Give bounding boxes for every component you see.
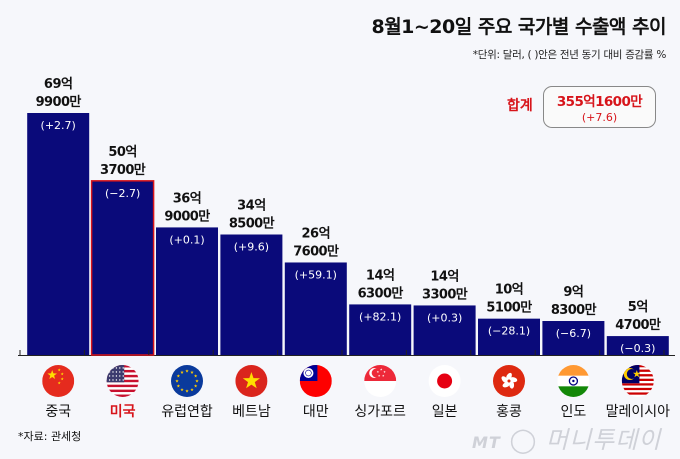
bar-1 <box>90 180 155 356</box>
value-label-bottom: 7600만 <box>293 243 339 259</box>
value-label-top: 5억 <box>628 300 648 315</box>
total-value: 355억1600만 <box>556 94 643 110</box>
value-label-bottom: 9000만 <box>164 208 210 224</box>
total-change: (+7.6) <box>581 111 618 124</box>
total-label: 합계 <box>507 98 533 114</box>
value-label-top: 14억 <box>430 269 459 284</box>
value-label-top: 34억 <box>237 199 266 214</box>
bar-2 <box>156 227 218 355</box>
category-label: 중국 <box>45 404 71 420</box>
logo-text: 머니투데이 <box>545 426 662 454</box>
value-label-top: 14억 <box>366 268 395 283</box>
change-label: (+0.1) <box>169 233 204 246</box>
value-label-bottom: 9900만 <box>36 94 82 110</box>
category-label: 일본 <box>432 404 458 420</box>
change-label: (+59.1) <box>295 268 337 281</box>
change-label: (−28.1) <box>488 325 530 338</box>
category-label: 유럽연합 <box>161 404 213 420</box>
bar-3 <box>220 234 283 355</box>
logo-mt: MT <box>472 433 501 452</box>
value-label-bottom: 4700만 <box>615 317 661 333</box>
bar-8 <box>542 321 605 355</box>
singapore-flag-icon <box>364 365 397 397</box>
category-label: 베트남 <box>232 404 271 420</box>
value-label-bottom: 3300만 <box>422 286 468 302</box>
change-label: (−0.3) <box>620 342 655 355</box>
change-label: (+82.1) <box>359 310 401 323</box>
category-label: 말레이시아 <box>606 404 671 420</box>
bar-9 <box>606 336 669 355</box>
hongkong-flag-icon <box>493 365 525 397</box>
malaysia-flag-icon <box>621 365 654 397</box>
unit-note: *단위: 달러, ( )안은 전년 동기 대비 증감률 % <box>472 49 667 61</box>
value-label-top: 10억 <box>495 283 524 298</box>
value-label-bottom: 8500만 <box>229 216 275 232</box>
value-label-bottom: 3700만 <box>100 162 146 178</box>
category-label: 미국 <box>110 404 136 420</box>
value-label-top: 69억 <box>44 77 73 92</box>
value-label-top: 50억 <box>108 145 137 160</box>
chart-title: 8월1~20일 주요 국가별 수출액 추이 <box>371 16 666 38</box>
change-label: (−2.7) <box>105 187 140 200</box>
china-flag-icon <box>42 365 75 397</box>
vietnam-flag-icon <box>235 365 268 397</box>
value-label-top: 9억 <box>563 285 583 300</box>
change-label: (−6.7) <box>556 327 591 340</box>
taiwan-flag-icon <box>299 365 332 397</box>
eu-flag-icon <box>171 365 203 397</box>
source-note: *자료: 관세청 <box>18 430 82 443</box>
category-label: 싱가포르 <box>354 404 406 420</box>
bar-7 <box>478 318 540 355</box>
value-label-bottom: 8300만 <box>551 302 597 318</box>
value-label-bottom: 6300만 <box>358 285 404 301</box>
value-label-top: 26억 <box>302 226 331 241</box>
usa-flag-icon <box>106 365 139 397</box>
category-label: 홍콩 <box>496 404 522 420</box>
value-label-top: 36억 <box>173 191 202 206</box>
total-box: 355억1600만 (+7.6) <box>543 86 656 128</box>
category-label: 대만 <box>303 404 329 420</box>
bar-6 <box>413 305 476 355</box>
category-label: 인도 <box>561 404 587 420</box>
india-flag-icon <box>557 365 590 397</box>
publisher-logo: MT ◯ 머니투데이 <box>472 420 661 455</box>
change-label: (+2.7) <box>41 119 76 132</box>
value-label-bottom: 5100만 <box>486 300 532 316</box>
japan-flag-icon <box>428 365 461 397</box>
change-label: (+0.3) <box>427 311 462 324</box>
change-label: (+9.6) <box>234 241 269 254</box>
bar-5 <box>349 304 412 355</box>
bar-0 <box>27 113 90 355</box>
bar-4 <box>284 262 347 355</box>
logo-circle-icon: ◯ <box>509 426 538 454</box>
